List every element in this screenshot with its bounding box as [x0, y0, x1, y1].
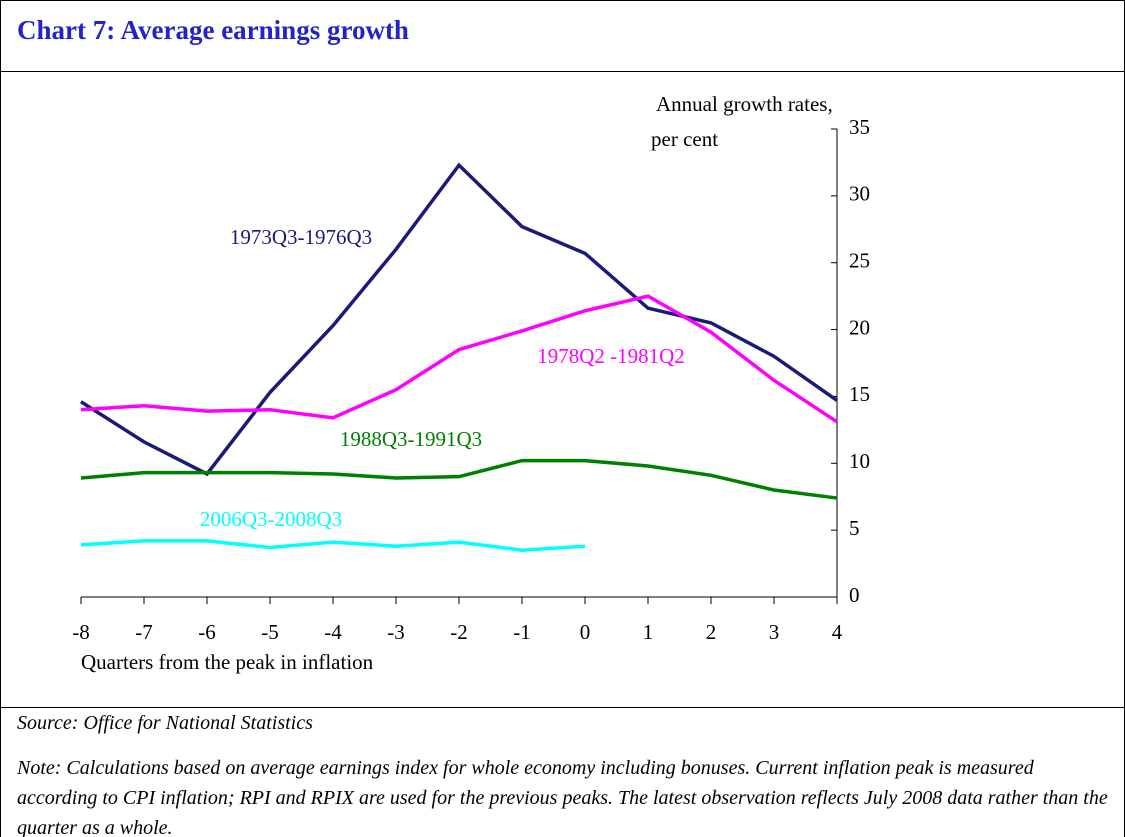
x-tick-label: 2	[706, 620, 717, 644]
x-tick-label: 1	[643, 620, 654, 644]
divider	[1, 71, 1124, 72]
y-tick-label: 30	[849, 182, 870, 206]
chart: Annual growth rates, per cent Quarters f…	[72, 92, 870, 674]
series-line	[80, 539, 586, 552]
divider	[1, 707, 1124, 708]
y-tick-label: 25	[849, 249, 870, 273]
x-tick-label: 3	[769, 620, 780, 644]
x-axis-label: Quarters from the peak in inflation	[81, 650, 374, 674]
series-line	[80, 458, 838, 500]
chart-title: Chart 7: Average earnings growth	[17, 15, 409, 45]
y-tick-label: 20	[849, 315, 870, 339]
y-axis-label: per cent	[651, 127, 718, 151]
series-line	[80, 294, 838, 424]
x-tick-label: -3	[387, 620, 405, 644]
y-tick-label: 5	[849, 516, 860, 540]
y-tick-label: 0	[849, 583, 860, 607]
y-tick-label: 15	[849, 382, 870, 406]
x-tick-label: -5	[261, 620, 279, 644]
x-tick-label: -6	[198, 620, 216, 644]
x-tick-label: -1	[513, 620, 531, 644]
series-label: 1973Q3-1976Q3	[230, 225, 372, 249]
series-label: 1978Q2 -1981Q2	[537, 344, 685, 368]
y-tick-label: 35	[849, 115, 870, 139]
note: Note: Calculations based on average earn…	[17, 757, 1108, 837]
x-tick-label: -4	[324, 620, 342, 644]
x-tick-label: 0	[580, 620, 591, 644]
x-tick-label: -2	[450, 620, 468, 644]
series-label: 1988Q3-1991Q3	[340, 427, 482, 451]
y-tick-label: 10	[849, 449, 870, 473]
series-label: 2006Q3-2008Q3	[200, 507, 342, 531]
x-tick-label: -7	[135, 620, 153, 644]
x-tick-label: 4	[832, 620, 843, 644]
source: Source: Office for National Statistics	[17, 712, 313, 734]
x-tick-label: -8	[72, 620, 90, 644]
y-axis-label: Annual growth rates,	[656, 92, 833, 116]
